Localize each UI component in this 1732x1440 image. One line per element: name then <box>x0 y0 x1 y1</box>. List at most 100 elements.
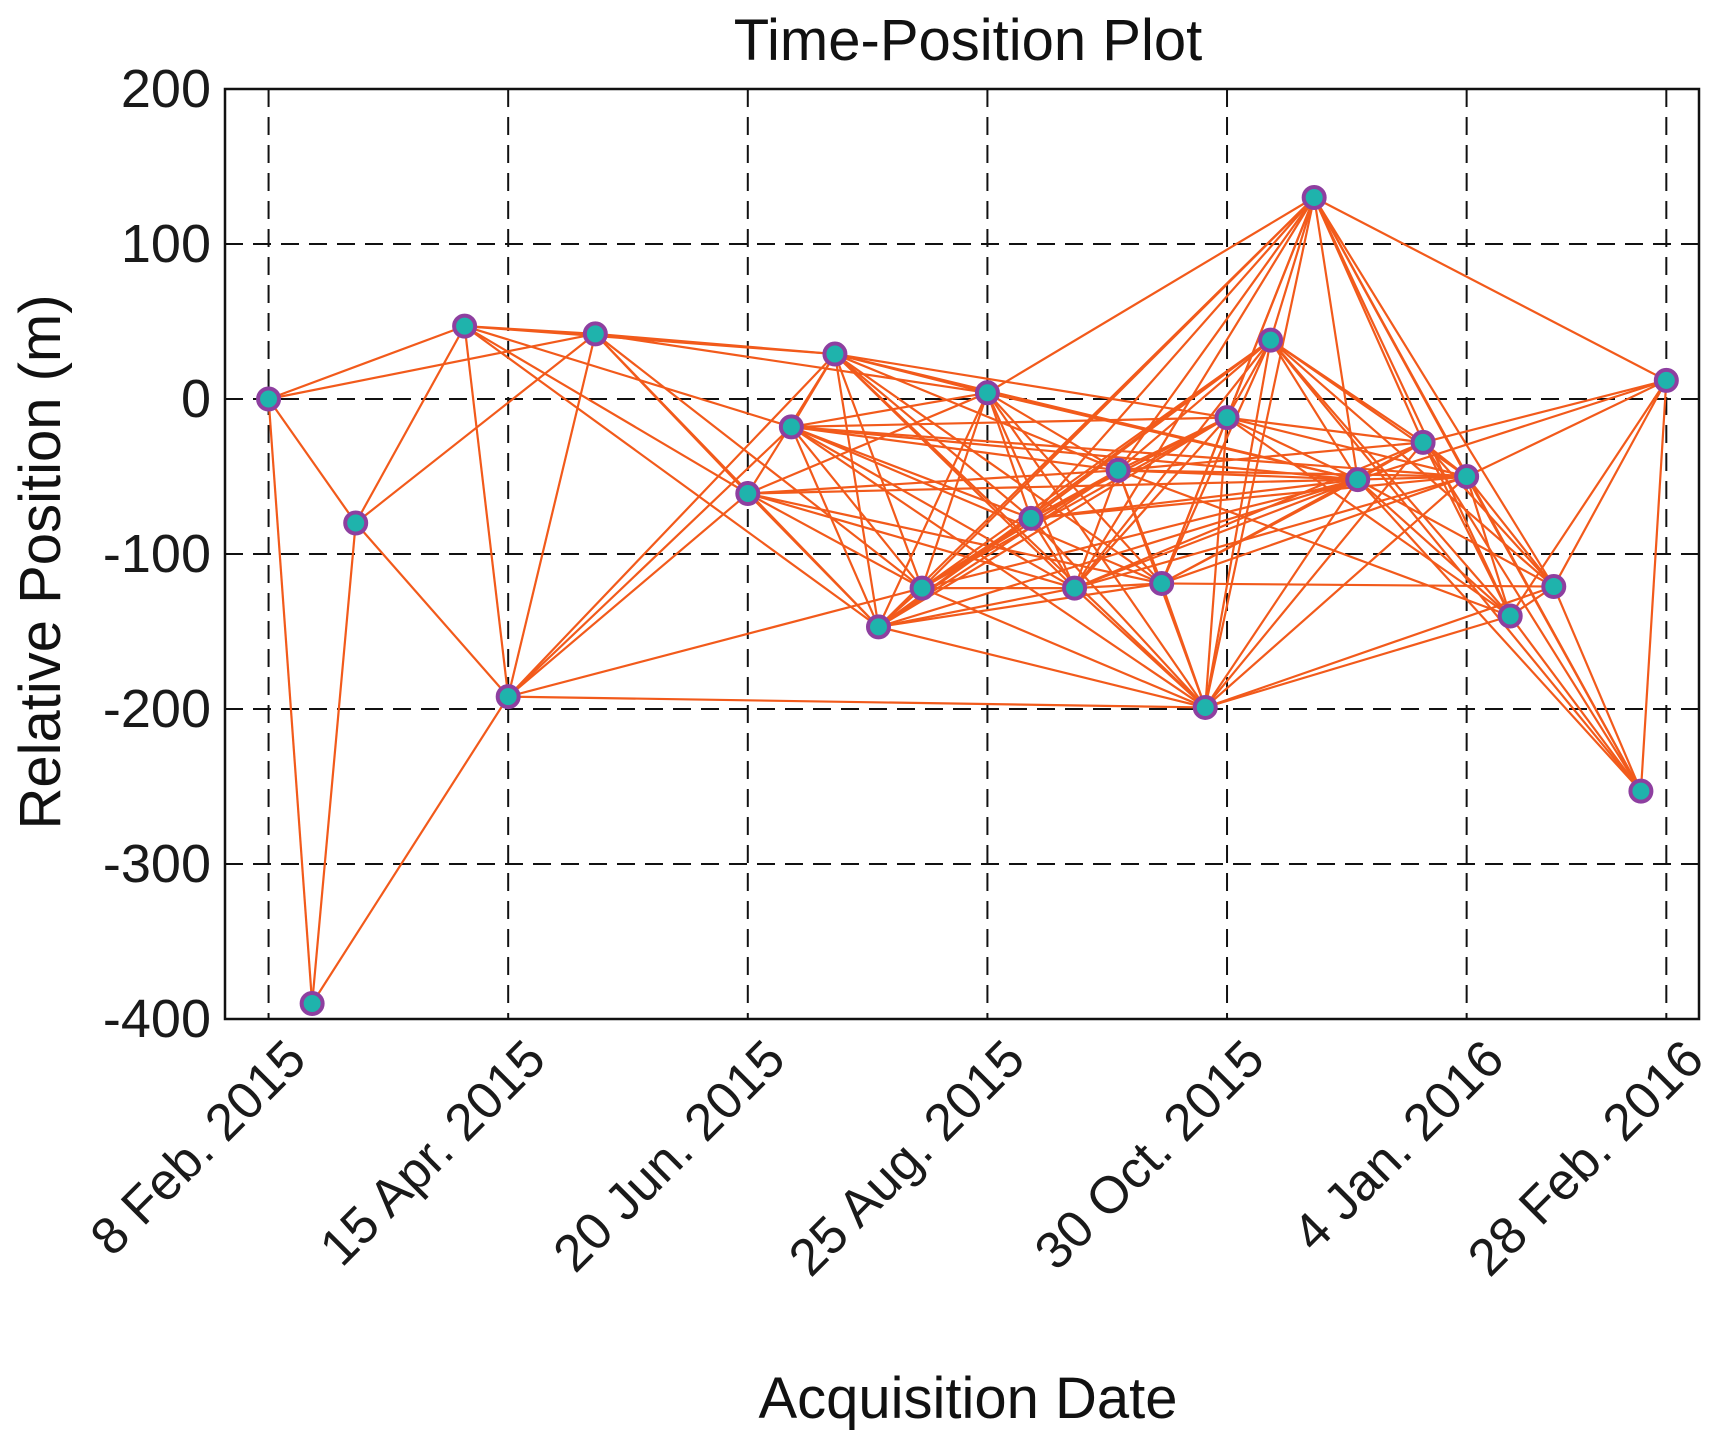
acquisition-point <box>1410 429 1436 455</box>
baseline-edge <box>1226 339 1272 419</box>
baseline-edge <box>878 625 1206 709</box>
baseline-edge <box>921 478 1358 590</box>
baseline-edge <box>1030 517 1207 709</box>
acquisition-point <box>822 341 848 367</box>
baseline-edge <box>1552 586 1642 792</box>
baseline-edge <box>1073 196 1316 589</box>
baseline-edge <box>507 492 749 698</box>
baseline-edge <box>834 353 1119 472</box>
baseline-edge <box>877 469 1119 628</box>
baseline-edge <box>1226 416 1424 444</box>
acquisition-point <box>1541 574 1567 600</box>
y-tick-label: 100 <box>121 214 211 274</box>
baseline-edge <box>1073 339 1272 589</box>
acquisition-point <box>1345 467 1371 493</box>
baseline-edge <box>986 196 1315 394</box>
baseline-edge <box>464 325 749 495</box>
baseline-edge <box>1357 478 1555 588</box>
baseline-edge <box>986 392 1207 709</box>
baseline-edge <box>1357 379 1667 481</box>
baseline-edge <box>1161 475 1468 585</box>
acquisition-point <box>735 481 761 507</box>
baseline-edge <box>354 522 510 698</box>
baseline-edge <box>986 391 1119 472</box>
baseline-edge <box>1030 339 1272 520</box>
acquisition-point <box>1214 405 1240 431</box>
acquisition-point <box>778 414 804 440</box>
baseline-edge <box>1269 339 1359 481</box>
acquisition-point <box>256 386 282 412</box>
baseline-edge <box>1226 197 1316 419</box>
baseline-edge <box>1204 197 1316 708</box>
baseline-edge <box>1160 339 1272 584</box>
baseline-edge <box>747 492 880 628</box>
baseline-edge <box>268 332 596 401</box>
acquisition-point <box>1062 575 1088 601</box>
baseline-edge <box>986 392 1076 589</box>
baseline-edge <box>1465 476 1512 617</box>
acquisition-point <box>1628 778 1654 804</box>
x-tick-label: 30 Oct. 2015 <box>1024 1029 1276 1281</box>
baseline-edge <box>268 325 465 401</box>
baseline-edge <box>463 325 880 628</box>
baseline-edge <box>921 392 989 589</box>
baseline-edge <box>791 391 988 428</box>
baseline-edge <box>464 325 792 428</box>
baseline-edge <box>507 426 793 698</box>
baseline-edge <box>1422 379 1667 444</box>
acquisition-point <box>495 684 521 710</box>
baseline-edge <box>921 416 1228 590</box>
acquisition-point <box>865 614 891 640</box>
baseline-edge <box>1226 416 1511 617</box>
baseline-edge <box>1204 441 1424 709</box>
baseline-edge <box>1509 379 1668 617</box>
baseline-edge <box>921 339 1272 589</box>
acquisition-point <box>1301 185 1327 210</box>
baseline-edge <box>790 353 836 428</box>
baseline-edge <box>354 325 466 524</box>
baseline-edge <box>1117 416 1228 472</box>
x-tick-label: 8 Feb. 2015 <box>80 1029 317 1266</box>
baseline-edge <box>1118 469 1467 478</box>
baseline-edge <box>267 398 357 524</box>
baseline-edge <box>1639 380 1668 792</box>
baseline-edge <box>1509 615 1642 792</box>
baseline-edge <box>1160 583 1207 708</box>
baseline-edge <box>1269 339 1642 792</box>
baseline-edge <box>834 352 1228 419</box>
baseline-edge <box>311 522 357 1004</box>
baseline-edge <box>1313 197 1512 617</box>
baseline-edge <box>595 332 988 394</box>
acquisition-point <box>1497 603 1523 629</box>
baseline-edge <box>1313 196 1555 588</box>
acquisition-point <box>1653 367 1679 393</box>
baseline-edge <box>507 587 923 698</box>
baseline-edge <box>1356 478 1511 617</box>
baseline-edge <box>508 695 1206 709</box>
chart-title: Time-Position Plot <box>734 8 1202 73</box>
baseline-edge <box>1204 614 1511 709</box>
baseline-edge <box>1204 339 1272 708</box>
baseline-edge <box>1118 441 1424 472</box>
y-tick-label: 0 <box>181 369 211 429</box>
baseline-edge <box>790 426 923 589</box>
x-axis-label: Acquisition Date <box>758 1366 1177 1431</box>
acquisition-point <box>452 313 478 339</box>
baseline-edge <box>1422 441 1512 617</box>
grid-lines <box>225 89 1699 1019</box>
baseline-edge <box>1552 379 1668 588</box>
baseline-edge <box>833 353 880 628</box>
baseline-edge <box>1117 339 1272 472</box>
acquisition-point <box>1258 327 1284 353</box>
baseline-edge <box>790 425 1206 709</box>
baseline-edge <box>878 582 1162 628</box>
x-tick-label: 25 Aug. 2015 <box>778 1029 1036 1287</box>
baseline-edge <box>1073 587 1206 709</box>
acquisition-point <box>1018 505 1044 531</box>
baseline-edge <box>790 426 880 628</box>
baseline-edge <box>1465 475 1555 588</box>
y-tick-label: -300 <box>103 834 211 894</box>
